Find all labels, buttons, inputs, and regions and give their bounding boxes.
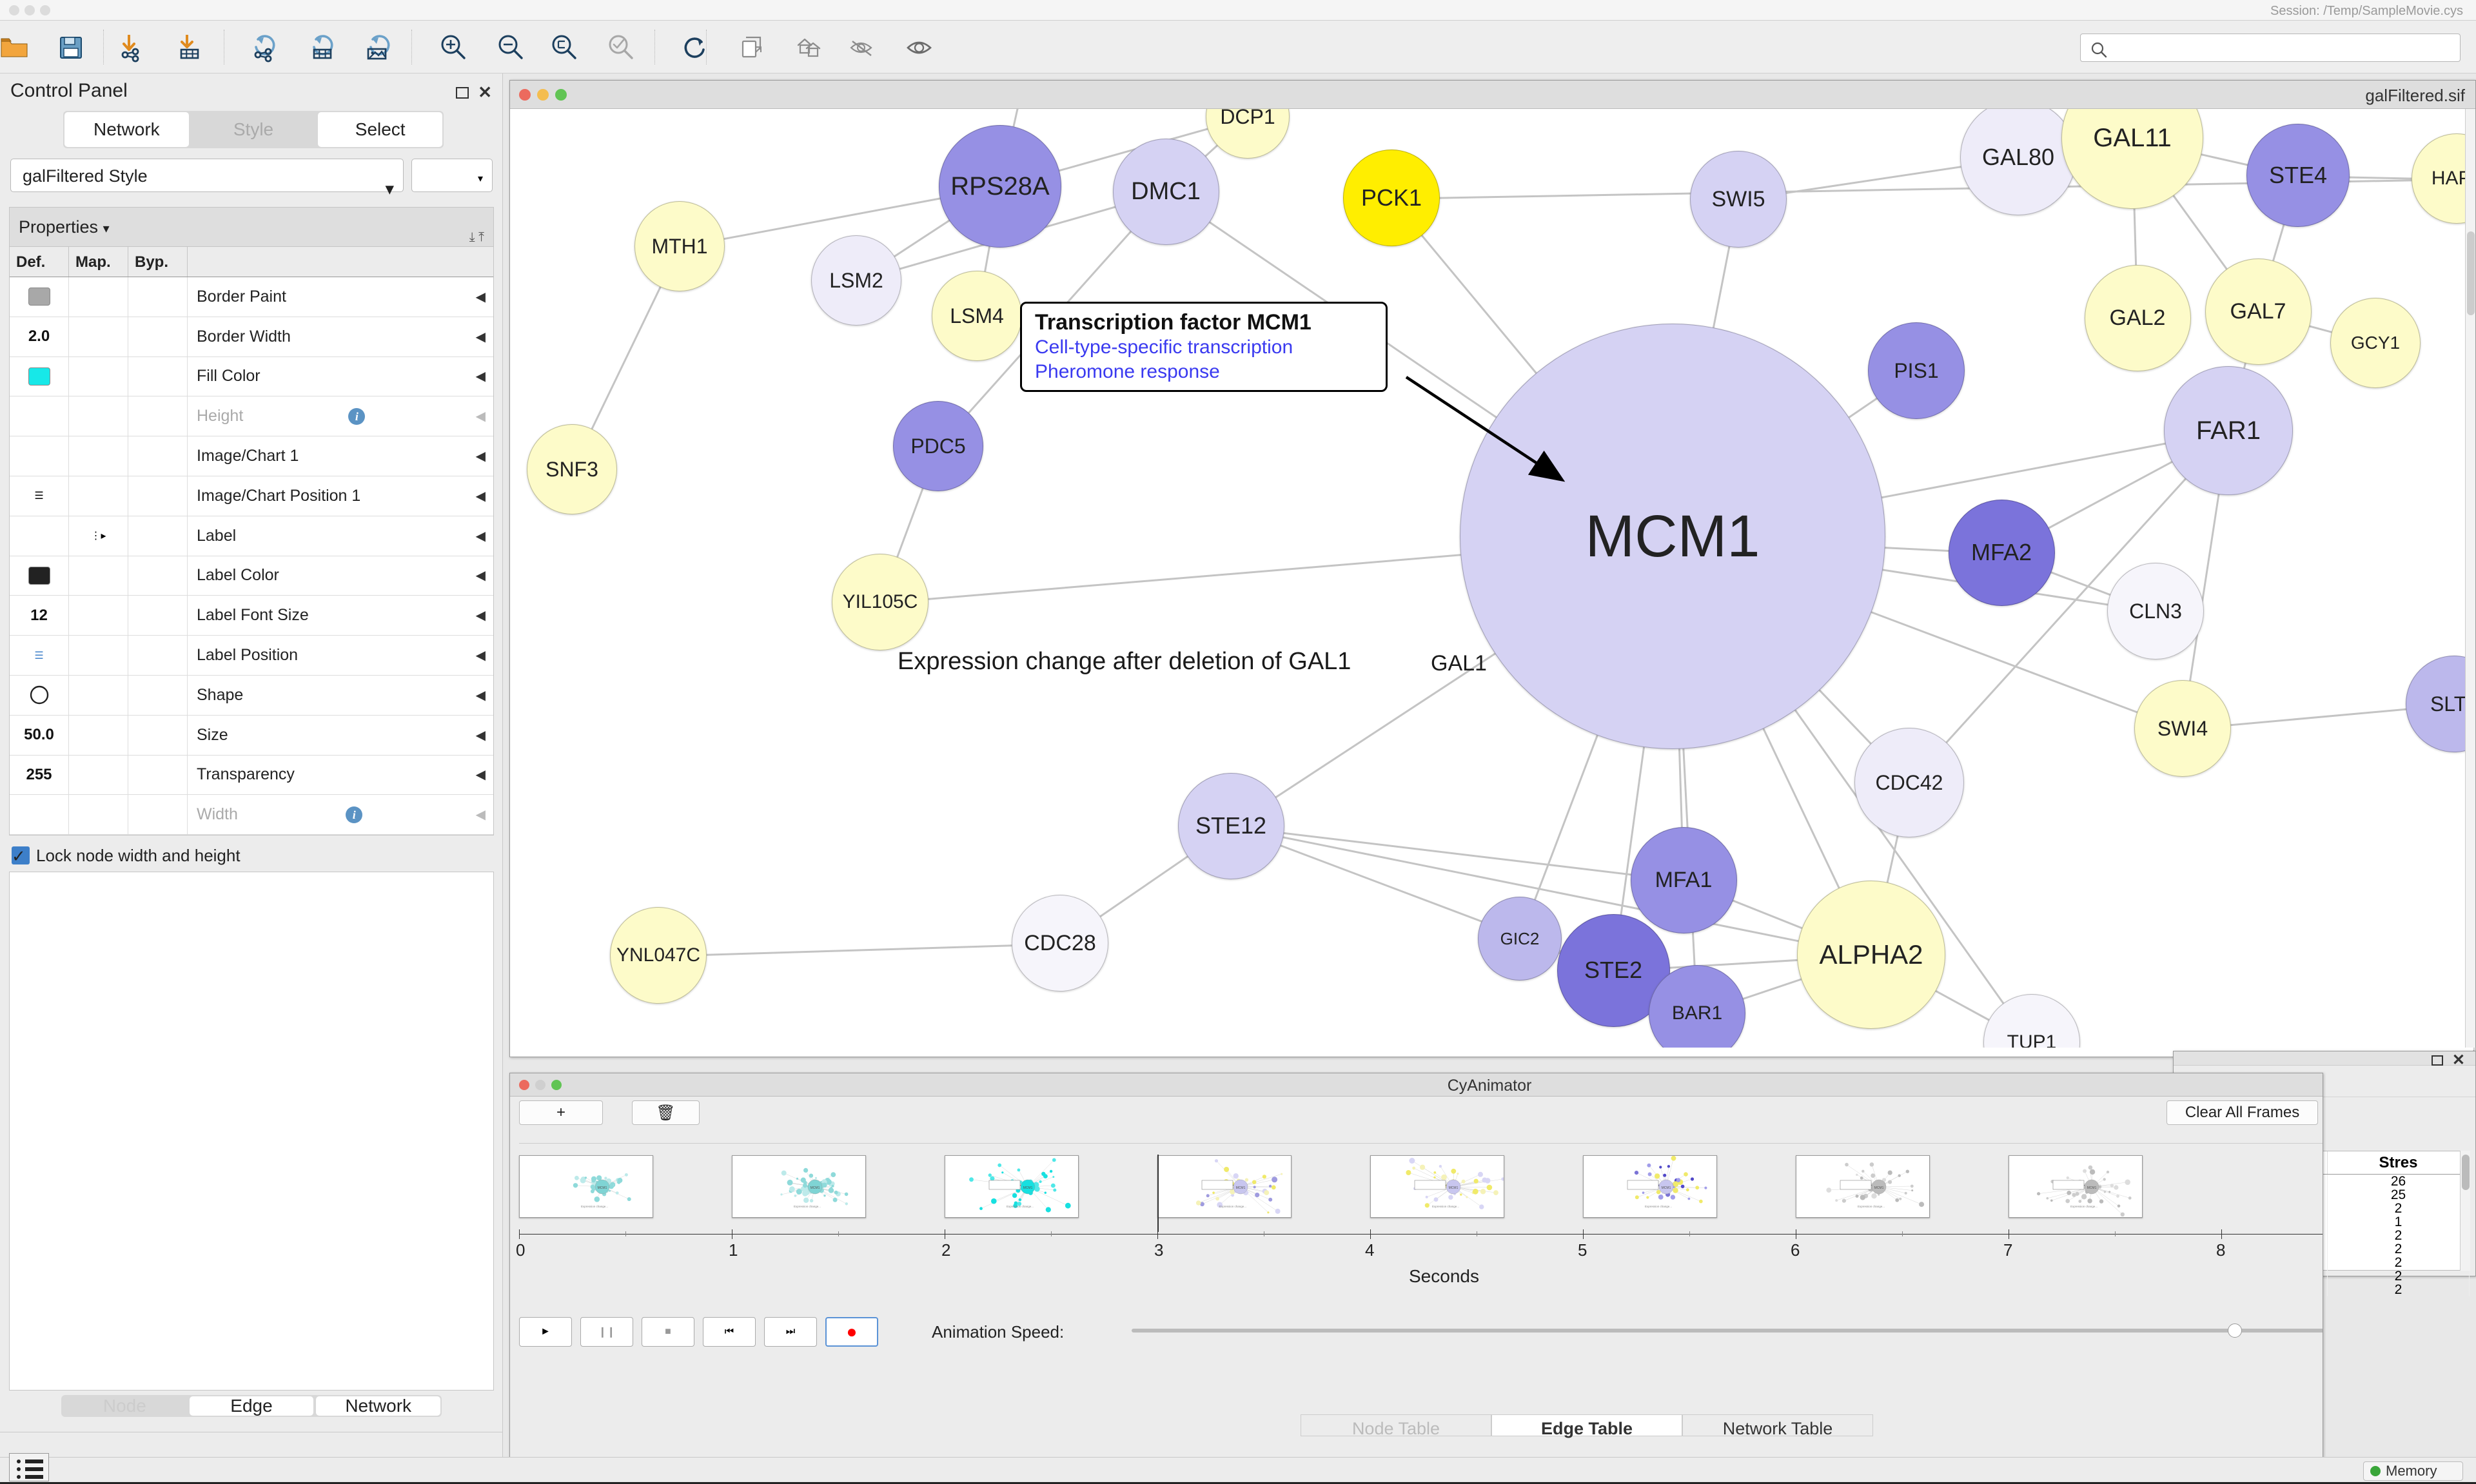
- svg-text:Expression change...: Expression change...: [794, 1205, 821, 1208]
- svg-text:MCM1: MCM1: [1236, 1186, 1246, 1190]
- svg-text:Expression change...: Expression change...: [581, 1205, 608, 1208]
- svg-text:MCM1: MCM1: [811, 1186, 820, 1190]
- svg-text:MCM1: MCM1: [598, 1186, 607, 1190]
- svg-text:Expression change...: Expression change...: [2070, 1205, 2098, 1208]
- svg-text:MCM1: MCM1: [1662, 1186, 1671, 1190]
- svg-text:Expression change...: Expression change...: [1219, 1205, 1246, 1208]
- svg-text:MCM1: MCM1: [2087, 1186, 2097, 1190]
- svg-text:MCM1: MCM1: [1023, 1186, 1033, 1190]
- svg-text:MCM1: MCM1: [1874, 1186, 1884, 1190]
- svg-text:Expression change...: Expression change...: [1858, 1205, 1885, 1208]
- svg-text:MCM1: MCM1: [1449, 1186, 1459, 1190]
- svg-text:Expression change...: Expression change...: [1007, 1205, 1034, 1208]
- svg-text:Expression change...: Expression change...: [1432, 1205, 1459, 1208]
- svg-text:Expression change...: Expression change...: [1645, 1205, 1672, 1208]
